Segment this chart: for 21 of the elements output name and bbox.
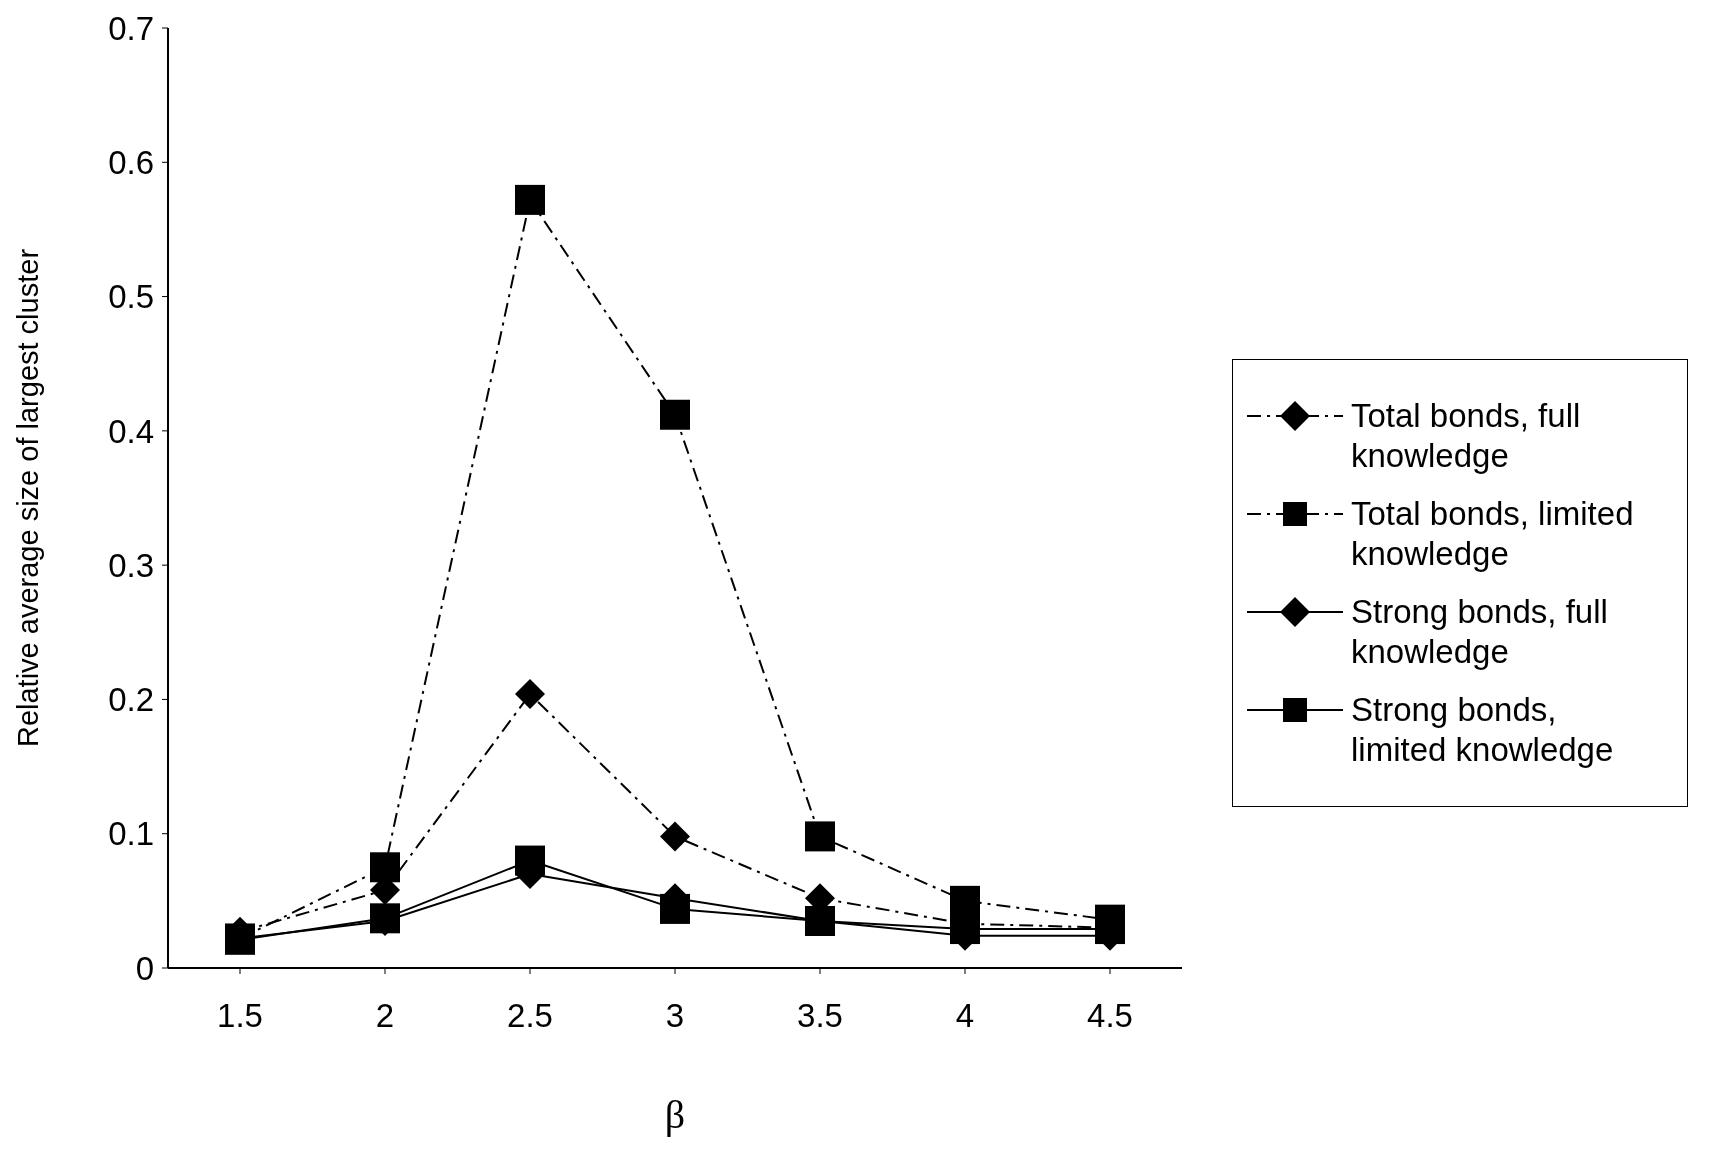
x-tick-label: 2 — [375, 997, 395, 1035]
y-tick-label: 0.5 — [108, 278, 154, 316]
y-tick-label: 0.2 — [108, 681, 154, 719]
y-axis-title: Relative average size of largest cluster — [12, 248, 45, 748]
y-tick-label: 0.1 — [108, 815, 154, 853]
legend-label: Strong bonds, full knowledge — [1351, 592, 1609, 672]
y-tick-label: 0.4 — [108, 412, 154, 450]
y-tick-label: 0 — [135, 949, 154, 987]
y-tick-label: 0.7 — [108, 9, 154, 47]
x-tick-label: 4 — [955, 997, 975, 1035]
x-tick-label: 4.5 — [1087, 997, 1133, 1035]
x-tick-label: 3.5 — [797, 997, 843, 1035]
x-tick-label: 3 — [665, 997, 685, 1035]
x-axis-title: β — [664, 1092, 686, 1137]
y-tick-label: 0.3 — [108, 546, 154, 584]
y-tick-label: 0.6 — [108, 144, 154, 181]
legend-label: Total bonds, limited knowledge — [1351, 494, 1635, 574]
x-tick-label: 2.5 — [507, 997, 553, 1035]
x-tick-label: 1.5 — [217, 997, 263, 1035]
legend-label: Total bonds, full knowledge — [1351, 396, 1582, 476]
legend-label: Strong bonds, limited knowledge — [1351, 690, 1615, 770]
